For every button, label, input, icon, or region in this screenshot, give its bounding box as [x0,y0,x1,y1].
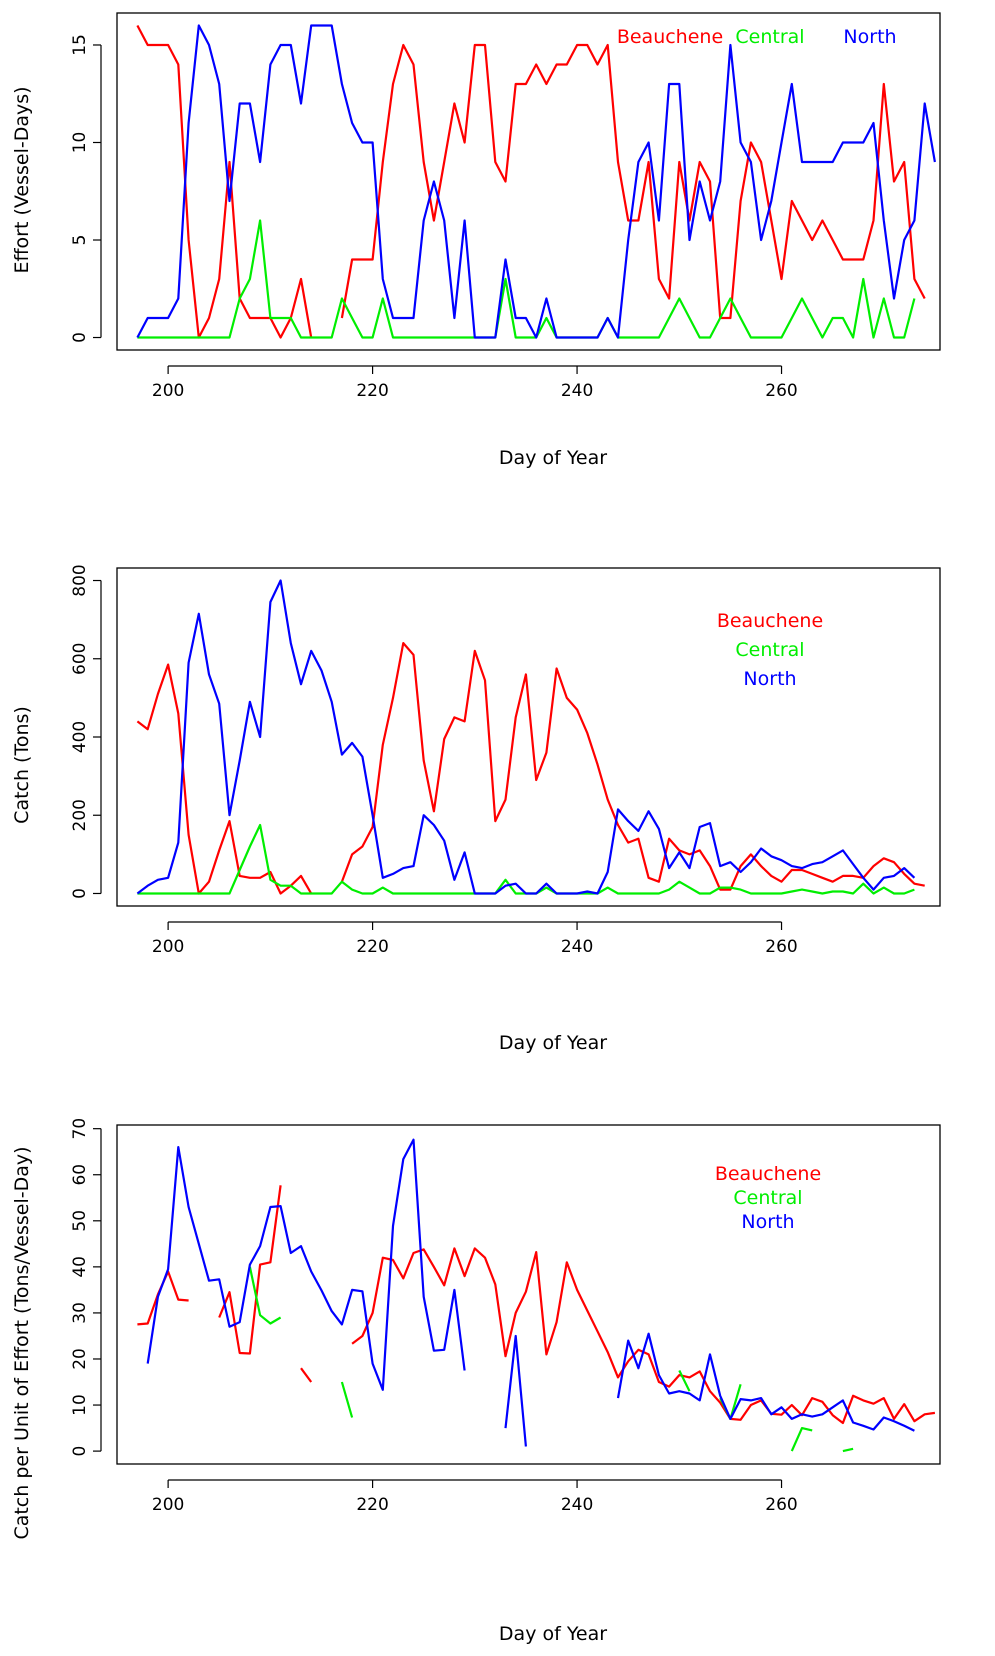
cpue-legend-north: North [741,1211,794,1233]
effort-legend-north: North [843,26,896,48]
effort-series-north-line [136,24,936,339]
cpue-series-north-line [146,1138,915,1447]
catch-series-central-line [137,823,915,895]
effort-y-axis-label: Effort (Vessel-Days) [11,86,33,273]
catch-y-tick-label: 0 [70,888,90,899]
catch-series-north-line [136,579,916,895]
effort-x-axis-label: Day of Year [499,447,607,469]
catch-legend-central: Central [735,639,804,661]
effort-panel: Effort (Vessel-Days) Day of Year 200 220 2… [11,12,941,469]
effort-series-central-line [137,219,916,339]
effort-y-tick-label: 15 [70,34,90,56]
catch-plot-frame [116,567,941,907]
catch-x-tick-label: 260 [765,937,797,957]
cpue-y-tick-label: 30 [70,1302,90,1324]
catch-panel: Catch (Tons) Day of Year 200 220 240 260 0 20… [11,564,941,1054]
effort-y-tick-label: 10 [70,132,90,154]
catch-y-tick-label: 600 [70,643,90,675]
cpue-y-tick-label: 20 [70,1348,90,1370]
cpue-y-tick-label: 10 [70,1394,90,1416]
cpue-y-tick-label: 40 [70,1256,90,1278]
effort-plot-frame [116,12,941,351]
cpue-panel: Catch per Unit of Effort (Tons/Vessel-Da… [11,1118,941,1645]
cpue-x-tick-label: 220 [356,1495,388,1515]
cpue-y-axis-label: Catch per Unit of Effort (Tons/Vessel-Da… [11,1146,33,1539]
catch-x-axis-label: Day of Year [499,1032,607,1054]
catch-legend-north: North [743,668,796,690]
cpue-y-tick-label: 0 [70,1446,90,1457]
effort-x-tick-label: 260 [765,381,797,401]
catch-y-tick-label: 400 [70,721,90,753]
catch-y-tick-label: 200 [70,799,90,831]
catch-series-beauchene-line [136,642,925,895]
catch-legend-beauchene: Beauchene [717,610,823,632]
catch-x-tick-label: 220 [356,937,388,957]
cpue-x-tick-label: 200 [152,1495,184,1515]
effort-y-tick-label: 0 [70,332,90,343]
cpue-legend-beauchene: Beauchene [715,1163,821,1185]
cpue-x-axis-label: Day of Year [499,1623,607,1645]
effort-y-tick-label: 5 [70,235,90,246]
cpue-series-central-line [248,1266,854,1453]
effort-x-tick-label: 240 [561,381,593,401]
effort-x-tick-label: 200 [152,381,184,401]
catch-y-tick-label: 800 [70,564,90,596]
cpue-y-tick-label: 50 [70,1210,90,1232]
effort-series-beauchene-line [136,24,926,339]
catch-x-tick-label: 240 [561,937,593,957]
effort-legend-central: Central [735,26,804,48]
cpue-y-tick-label: 60 [70,1164,90,1186]
cpue-plot-frame [116,1124,941,1465]
effort-x-tick-label: 220 [356,381,388,401]
effort-legend-beauchene: Beauchene [617,26,723,48]
catch-x-tick-label: 200 [152,937,184,957]
cpue-y-tick-label: 70 [70,1118,90,1140]
catch-y-axis-label: Catch (Tons) [11,706,33,824]
cpue-legend-central: Central [733,1187,802,1209]
cpue-x-tick-label: 240 [561,1495,593,1515]
cpue-x-tick-label: 260 [765,1495,797,1515]
